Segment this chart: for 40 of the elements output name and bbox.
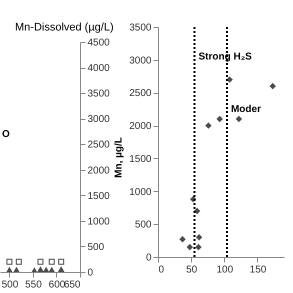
point [236, 116, 242, 122]
x-tick-label: 50 [186, 264, 198, 276]
y-tick-label: 2000 [129, 121, 152, 132]
y2-tick-label: 500 [88, 242, 105, 253]
y-tick-label: 2500 [129, 88, 152, 100]
y-tick-label: 500 [134, 220, 152, 231]
x-tick-label: 600 [48, 280, 66, 290]
point [194, 208, 200, 214]
x-tick-label: 550 [25, 280, 42, 290]
y-tick-label: 0 [146, 252, 152, 264]
point [180, 236, 186, 242]
annotation: Strong H₂S [198, 52, 252, 63]
x-tick-label: 650 [64, 280, 81, 290]
y2-tick-label: 2000 [88, 165, 110, 176]
text: Mn-Dissolved (µg/L) [15, 22, 114, 34]
annotation: O [2, 129, 10, 140]
point [195, 244, 202, 250]
point [270, 83, 276, 90]
annotation: Moder [230, 104, 262, 116]
point [216, 116, 223, 122]
y-tick-label: 3000 [129, 55, 152, 66]
y2-tick-label: 1000 [88, 216, 110, 228]
x-tick-label: 500 [2, 280, 19, 290]
x-tick-label: 100 [216, 264, 234, 276]
y2-tick-label: 2500 [88, 140, 110, 151]
y-tick-label: 1000 [129, 186, 152, 198]
point [196, 234, 202, 240]
y-tick-label: 1500 [129, 154, 152, 165]
y2-axis-title: Mn, µg/L [114, 137, 125, 178]
y2-tick-label: 1500 [88, 190, 110, 202]
y2-tick-label: 4500 [88, 38, 110, 48]
y-tick-label: 3500 [129, 22, 152, 34]
point [186, 244, 193, 250]
x-tick-label: 0 [158, 264, 164, 276]
x-tick-label: 150 [250, 264, 267, 276]
y2-tick-label: 3500 [88, 88, 110, 100]
y2-tick-label: 4000 [88, 63, 110, 74]
point [226, 76, 233, 83]
point [205, 122, 212, 129]
y2-tick-label: 3000 [88, 114, 110, 126]
